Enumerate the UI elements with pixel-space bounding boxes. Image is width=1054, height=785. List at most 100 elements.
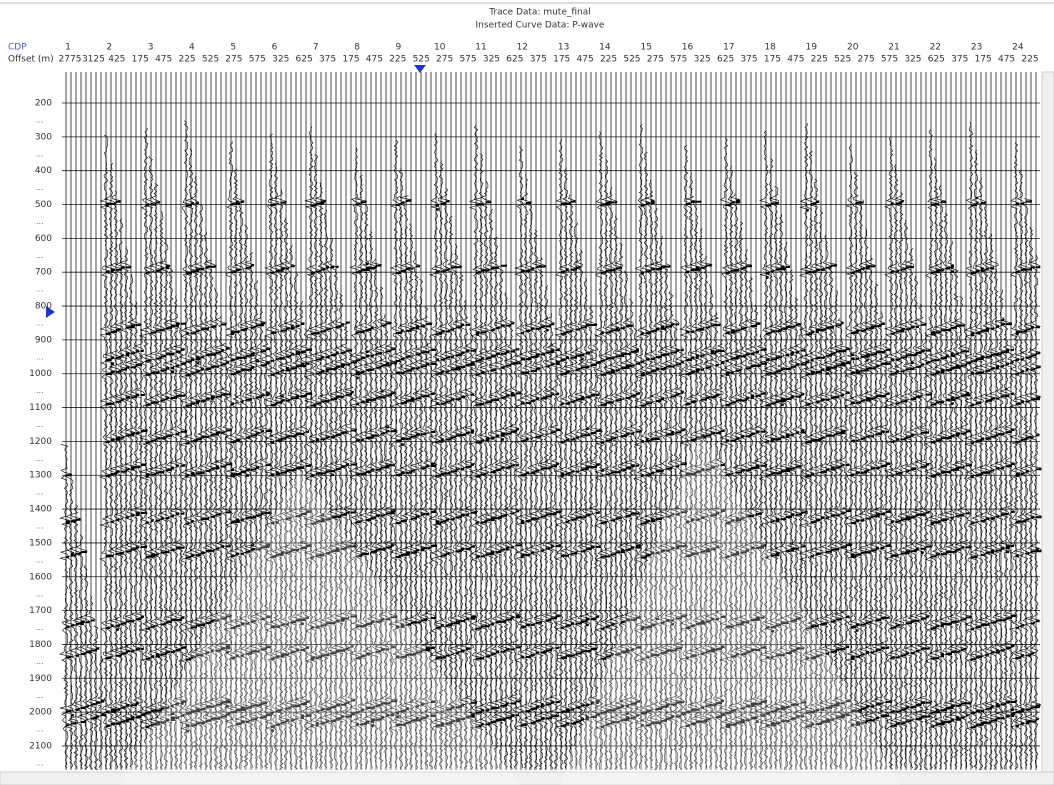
- minor-tick: ...: [36, 149, 44, 158]
- vertical-scrollbar[interactable]: [1042, 72, 1054, 772]
- offset-value: 475: [787, 55, 804, 65]
- offset-value: 475: [155, 55, 172, 65]
- cdp-number: 24: [1012, 43, 1024, 53]
- time-label: 1200: [29, 437, 52, 447]
- minor-tick: ...: [36, 183, 44, 192]
- offset-value: 3125: [82, 55, 105, 65]
- offset-value: 575: [881, 55, 898, 65]
- cdp-number: 16: [682, 43, 694, 53]
- time-label: 200: [35, 99, 52, 109]
- offset-value: 325: [694, 55, 711, 65]
- minor-tick: ...: [36, 522, 44, 531]
- offset-value: 175: [553, 55, 570, 65]
- cdp-number: 7: [313, 43, 319, 53]
- offset-value: 275: [647, 55, 664, 65]
- minor-tick: ...: [36, 251, 44, 260]
- offset-value: 2775: [59, 55, 82, 65]
- time-label: 2000: [29, 708, 52, 718]
- offset-value: 175: [975, 55, 992, 65]
- offset-value: 175: [132, 55, 149, 65]
- minor-tick: ...: [36, 386, 44, 395]
- offset-value: 225: [178, 55, 195, 65]
- offset-value: 625: [506, 55, 523, 65]
- offset-value: 575: [459, 55, 476, 65]
- offset-value: 425: [108, 55, 125, 65]
- title: Trace Data: mute_final: [488, 8, 591, 18]
- cdp-number: 6: [272, 43, 278, 53]
- cdp-number: 9: [396, 43, 402, 53]
- offset-value: 325: [483, 55, 500, 65]
- cdp-number: 17: [723, 43, 734, 53]
- minor-tick: ...: [36, 116, 44, 125]
- display: Trace Data: mute_final Inserted Curve Da…: [0, 0, 1054, 785]
- cdp-number: 12: [517, 43, 528, 53]
- minor-tick: ...: [36, 555, 44, 564]
- time-label: 1100: [29, 403, 52, 413]
- offset-value: 375: [530, 55, 547, 65]
- minor-tick: ...: [36, 623, 44, 632]
- minor-tick: ...: [36, 657, 44, 666]
- offset-value: 525: [413, 55, 430, 65]
- cdp-number: 21: [888, 43, 899, 53]
- cdp-number: 2: [106, 43, 112, 53]
- offset-value: 575: [249, 55, 266, 65]
- time-label: 1500: [29, 538, 52, 548]
- time-label: 1400: [29, 505, 52, 515]
- time-label: 600: [35, 234, 52, 244]
- minor-tick: ...: [36, 589, 44, 598]
- minor-tick: ...: [36, 217, 44, 226]
- minor-tick: ...: [36, 758, 44, 767]
- subtitle: Inserted Curve Data: P-wave: [476, 21, 605, 31]
- time-label: 400: [35, 166, 52, 176]
- offset-value: 225: [389, 55, 406, 65]
- cdp-number: 4: [189, 43, 195, 53]
- minor-tick: ...: [36, 285, 44, 294]
- cdp-number: 10: [434, 43, 446, 53]
- offset-value: 275: [436, 55, 453, 65]
- time-label: 300: [35, 132, 52, 142]
- time-label: 1900: [29, 674, 52, 684]
- time-label: 900: [35, 335, 52, 345]
- offset-value: 175: [764, 55, 781, 65]
- time-label: 2100: [29, 741, 52, 751]
- time-label: 1700: [29, 606, 52, 616]
- offset-value: 375: [319, 55, 336, 65]
- seismic-viewer: Trace Data: mute_final Inserted Curve Da…: [0, 0, 1054, 785]
- time-label: 1800: [29, 640, 52, 650]
- offset-value: 625: [928, 55, 945, 65]
- offset-value: 525: [202, 55, 219, 65]
- offset-value: 375: [951, 55, 968, 65]
- cdp-label: CDP: [8, 43, 27, 53]
- time-label: 500: [35, 200, 52, 210]
- cdp-number: 11: [475, 43, 486, 53]
- offset-value: 525: [623, 55, 640, 65]
- offset-value: 625: [296, 55, 313, 65]
- time-label: 1000: [29, 369, 52, 379]
- offset-value: 225: [1021, 55, 1038, 65]
- minor-tick: ...: [36, 352, 44, 361]
- offset-value: 575: [670, 55, 687, 65]
- cdp-number: 18: [764, 43, 776, 53]
- cdp-number: 3: [148, 43, 154, 53]
- cdp-number: 23: [971, 43, 982, 53]
- minor-tick: ...: [36, 488, 44, 497]
- cdp-number: 20: [847, 43, 859, 53]
- time-label: 1300: [29, 471, 52, 481]
- cdp-number: 15: [640, 43, 651, 53]
- offset-value: 475: [366, 55, 383, 65]
- cdp-number: 8: [354, 43, 360, 53]
- minor-tick: ...: [36, 454, 44, 463]
- minor-tick: ...: [36, 319, 44, 328]
- offset-value: 275: [225, 55, 242, 65]
- offset-value: 325: [272, 55, 289, 65]
- time-label: 1600: [29, 572, 52, 582]
- minor-tick: ...: [36, 420, 44, 429]
- cdp-number: 19: [806, 43, 818, 53]
- minor-tick: ...: [36, 725, 44, 734]
- offset-value: 475: [577, 55, 594, 65]
- offset-label: Offset (m): [8, 55, 54, 65]
- offset-value: 525: [834, 55, 851, 65]
- minor-tick: ...: [36, 691, 44, 700]
- time-label: 800: [35, 302, 52, 312]
- cdp-number: 5: [230, 43, 236, 53]
